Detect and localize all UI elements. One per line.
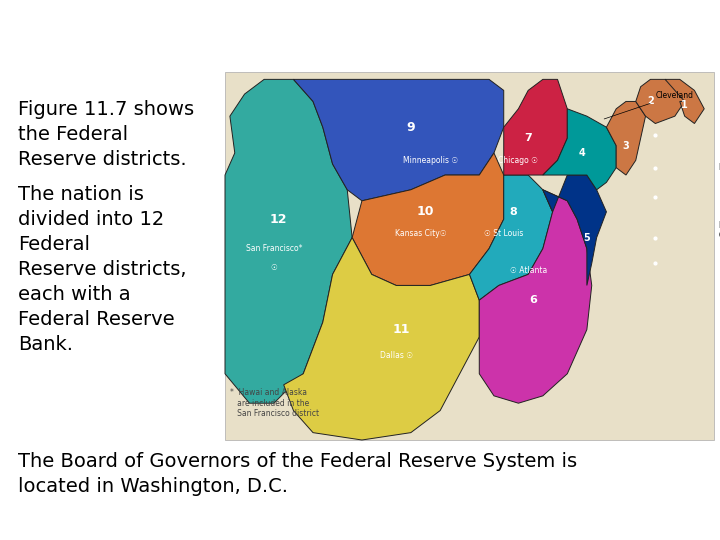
Text: ☉ Atlanta: ☉ Atlanta: [510, 266, 546, 275]
Text: 10: 10: [417, 205, 434, 218]
Polygon shape: [606, 102, 646, 175]
Text: *  Hawai and Alaska
   are included in the
   San Francisco district: * Hawai and Alaska are included in the S…: [230, 388, 319, 418]
Polygon shape: [352, 153, 504, 286]
Text: 11: 11: [392, 323, 410, 336]
Text: ☉ St Louis: ☉ St Louis: [484, 230, 523, 239]
Polygon shape: [294, 79, 504, 201]
Text: 9: 9: [407, 121, 415, 134]
Text: 2: 2: [647, 97, 654, 106]
Text: Boston: Boston: [719, 134, 720, 143]
Text: divided into 12: divided into 12: [18, 210, 164, 229]
Text: 7: 7: [524, 133, 532, 143]
Text: Bank.: Bank.: [18, 335, 73, 354]
Text: Chicago ☉: Chicago ☉: [498, 156, 539, 165]
Polygon shape: [504, 79, 567, 175]
Text: 5: 5: [583, 233, 590, 242]
Polygon shape: [480, 190, 592, 403]
Text: Dallas ☉: Dallas ☉: [379, 351, 413, 360]
Text: 6: 6: [529, 295, 537, 305]
Text: the Federal: the Federal: [18, 125, 128, 144]
Text: Board of
Governors: Board of Governors: [719, 220, 720, 240]
Polygon shape: [636, 79, 685, 124]
Text: 1: 1: [681, 100, 688, 110]
Text: 4: 4: [579, 148, 585, 158]
Text: Philadelphia: Philadelphia: [719, 193, 720, 201]
Text: Reserve districts,: Reserve districts,: [18, 260, 186, 279]
Text: ☉: ☉: [271, 262, 277, 272]
Polygon shape: [469, 175, 553, 300]
Polygon shape: [543, 109, 616, 190]
Text: New York: New York: [719, 163, 720, 172]
Text: 3: 3: [623, 140, 629, 151]
Text: San Francisco*: San Francisco*: [246, 244, 302, 253]
Text: Federal: Federal: [18, 235, 90, 254]
Text: Cleveland: Cleveland: [604, 91, 693, 119]
Text: 8: 8: [510, 207, 518, 217]
Text: Minneapolis ☉: Minneapolis ☉: [402, 156, 458, 165]
Text: Federal Reserve: Federal Reserve: [18, 310, 175, 329]
Polygon shape: [665, 79, 704, 124]
Text: Kansas City☉: Kansas City☉: [395, 230, 446, 239]
Text: Reserve districts.: Reserve districts.: [18, 150, 186, 169]
Text: located in Washington, D.C.: located in Washington, D.C.: [18, 477, 288, 496]
Polygon shape: [284, 238, 480, 440]
Text: each with a: each with a: [18, 285, 130, 304]
Text: Richmond: Richmond: [719, 266, 720, 275]
Text: The nation is: The nation is: [18, 185, 144, 204]
Polygon shape: [225, 79, 352, 403]
Text: Figure 11.7 shows: Figure 11.7 shows: [18, 100, 194, 119]
Polygon shape: [543, 175, 606, 286]
Text: The Board of Governors of the Federal Reserve System is: The Board of Governors of the Federal Re…: [18, 452, 577, 471]
Bar: [225, 72, 714, 440]
Text: 12: 12: [270, 213, 287, 226]
